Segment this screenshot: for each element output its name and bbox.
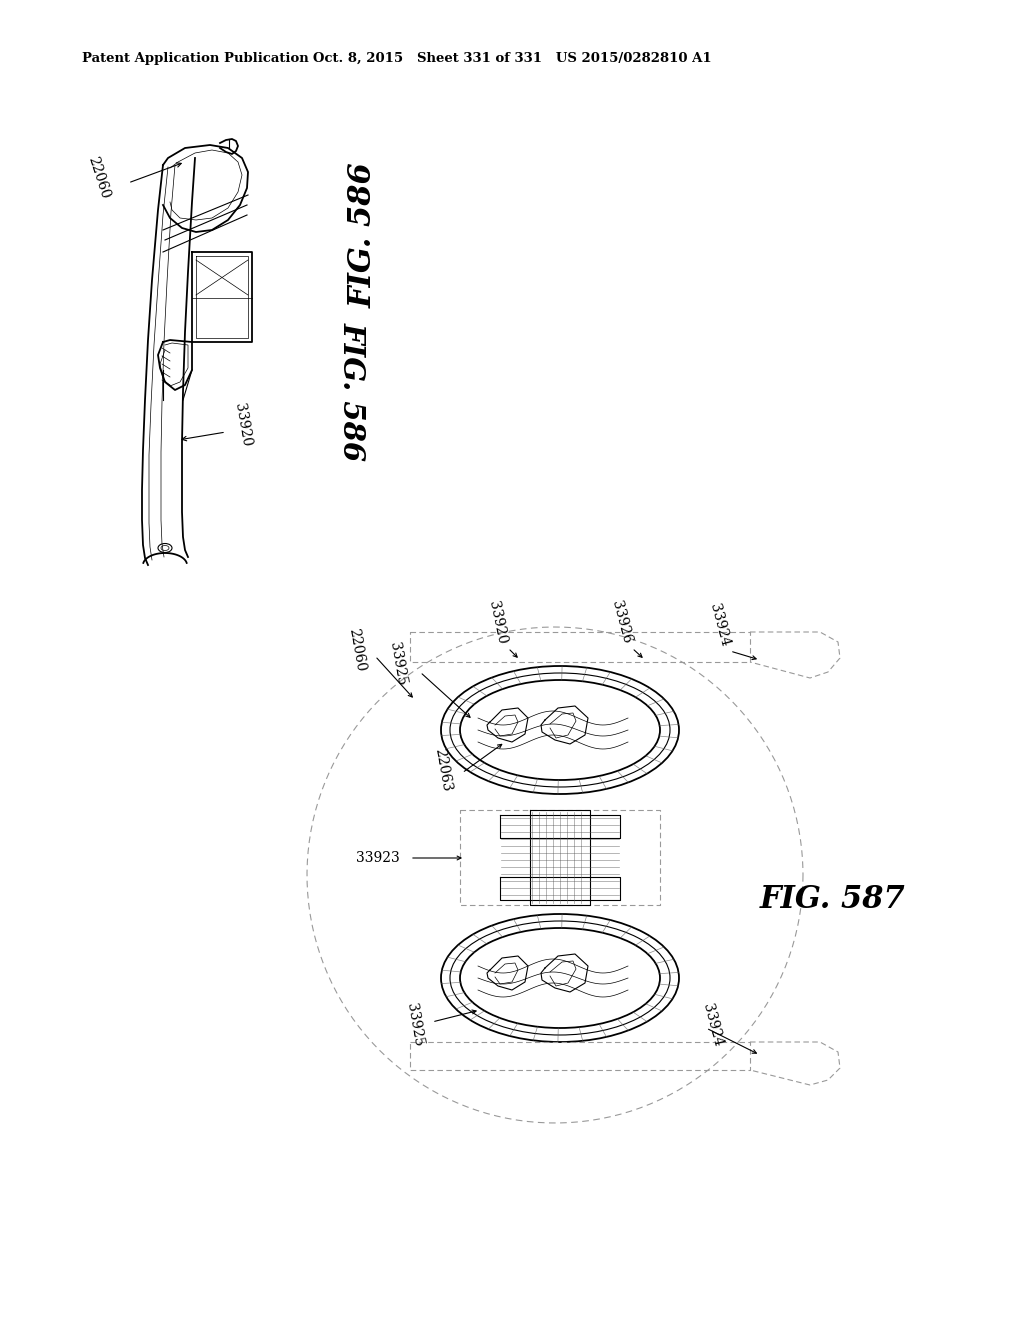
Text: Oct. 8, 2015   Sheet 331 of 331   US 2015/0282810 A1: Oct. 8, 2015 Sheet 331 of 331 US 2015/02… (312, 51, 712, 65)
Text: 33925: 33925 (403, 1002, 425, 1048)
Text: 33924: 33924 (700, 1002, 725, 1048)
Text: 33920: 33920 (485, 599, 508, 645)
Text: 33924: 33924 (708, 602, 732, 648)
Text: 22060: 22060 (85, 154, 112, 201)
Text: 22063: 22063 (431, 747, 453, 793)
Text: 22060: 22060 (346, 627, 367, 673)
Text: FIG. 587: FIG. 587 (760, 884, 906, 916)
Text: FIG. 586: FIG. 586 (338, 322, 367, 461)
Text: FIG. 586: FIG. 586 (347, 162, 379, 308)
Text: 33923: 33923 (356, 851, 400, 865)
Text: 33925: 33925 (387, 642, 408, 686)
Text: Patent Application Publication: Patent Application Publication (82, 51, 309, 65)
Text: 33926: 33926 (609, 599, 635, 645)
Text: 33920: 33920 (232, 403, 253, 447)
